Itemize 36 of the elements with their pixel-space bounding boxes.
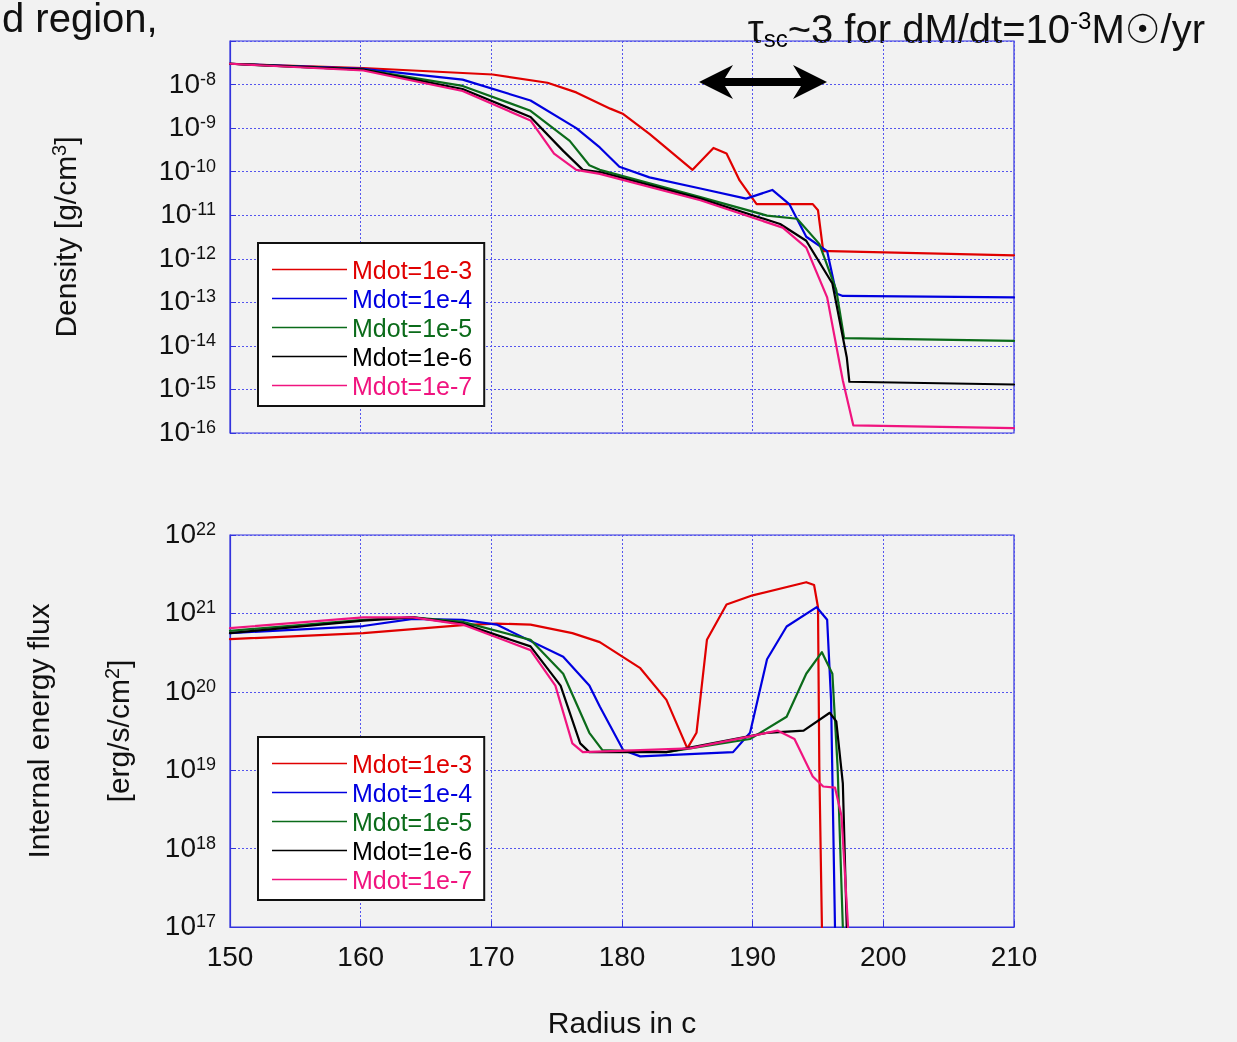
- y-tick-label: 10$^{17}$: [164, 910, 216, 941]
- x-tick-label: 190: [729, 940, 777, 972]
- legend-label: Mdot=1e-5: [352, 313, 473, 342]
- legend-label: Mdot=1e-6: [352, 342, 473, 371]
- y-tick-label: 10$^{-14}$: [158, 328, 216, 362]
- y-tick-label: 10$^{-12}$: [158, 241, 216, 275]
- legend-label: Mdot=1e-7: [352, 865, 473, 894]
- x-tick-label: 180: [598, 940, 646, 972]
- y-tick-label: 10$^{-15}$: [158, 372, 216, 406]
- y-tick-label: 10$^{-9}$: [168, 111, 216, 145]
- legend-label: Mdot=1e-5: [352, 807, 473, 836]
- chart-title: d region,: [2, 0, 158, 40]
- x-tick-label: 210: [990, 940, 1038, 972]
- y-tick-label: 10$^{-8}$: [168, 67, 216, 101]
- legend-label: Mdot=1e-3: [352, 255, 473, 284]
- y-tick-label: 10$^{-13}$: [158, 285, 216, 319]
- x-tick-label: 200: [859, 940, 907, 972]
- y-tick-label: 10$^{-10}$: [158, 154, 216, 188]
- text: Internal energy flux [erg/s/cm2]: [21, 603, 135, 859]
- legend-label: Mdot=1e-6: [352, 836, 473, 865]
- y-tick-label: 10$^{-16}$: [158, 416, 216, 449]
- y-tick-label: 10$^{21}$: [164, 596, 216, 630]
- x-tick-label: 160: [337, 940, 385, 972]
- y-tick-label: 10$^{19}$: [164, 753, 216, 787]
- y-tick-label: 10$^{20}$: [164, 674, 216, 708]
- y-tick-label: 10$^{22}$: [164, 518, 216, 551]
- y-axis-title: Density [g/cm3]: [48, 136, 82, 338]
- y-tick-label: 10$^{18}$: [164, 831, 216, 865]
- legend-label: Mdot=1e-4: [352, 778, 473, 807]
- legend-label: Mdot=1e-4: [352, 284, 473, 313]
- legend-label: Mdot=1e-3: [352, 749, 473, 778]
- x-tick-label: 170: [467, 940, 515, 972]
- legend-label: Mdot=1e-7: [352, 371, 473, 400]
- y-tick-label: 10$^{-11}$: [160, 198, 216, 232]
- x-tick-label: 150: [206, 940, 254, 972]
- x-axis-title: Radius in c: [547, 1005, 697, 1039]
